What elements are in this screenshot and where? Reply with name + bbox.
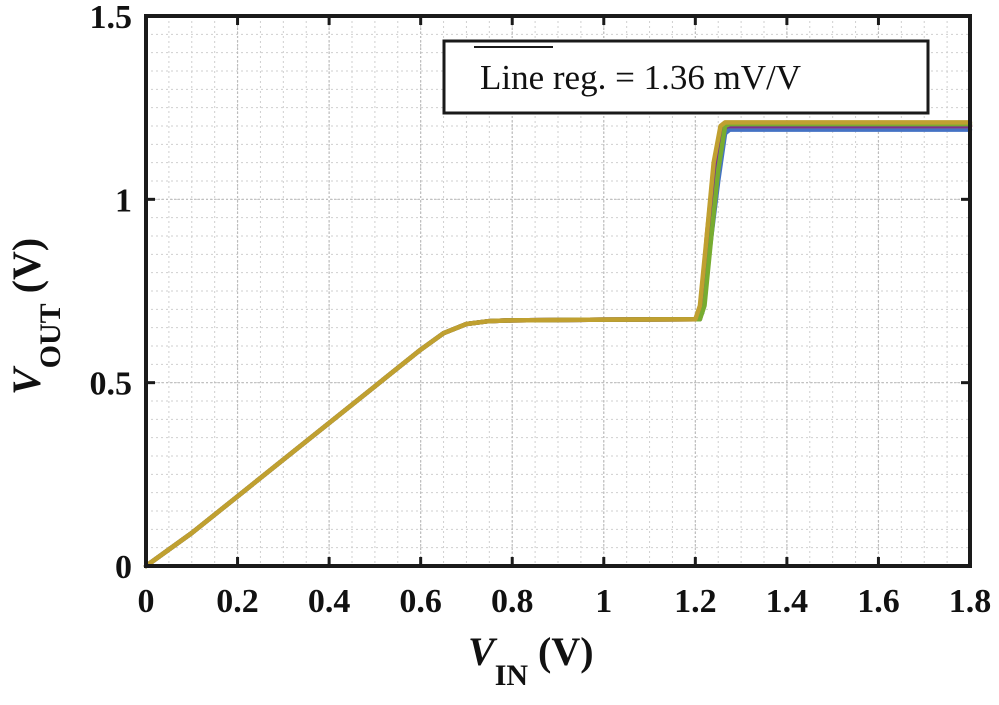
x-tick-label: 0.4 — [308, 583, 351, 620]
plot-area-frame — [144, 14, 972, 568]
y-axis-ticks: 0 0.5 1 1.5 — [90, 0, 970, 586]
y-axis-label-unit: (V) — [4, 238, 49, 294]
x-axis-label-unit: (V) — [538, 629, 594, 674]
x-tick-label: 1.2 — [674, 583, 717, 620]
x-tick-label: 1.8 — [949, 583, 992, 620]
y-axis-label-main: V — [4, 365, 49, 395]
y-tick-label: 0 — [115, 549, 132, 586]
series-line-4 — [143, 121, 973, 569]
y-axis-label: VOUT (V) — [4, 238, 67, 395]
x-axis-label-sub: IN — [495, 659, 529, 692]
x-axis-label: VIN (V) — [468, 629, 594, 692]
legend-text: Line reg. = 1.36 mV/V — [480, 58, 801, 97]
x-axis-label-main: V — [468, 629, 498, 674]
x-tick-label: 1.6 — [857, 583, 900, 620]
x-tick-label: 0.8 — [491, 583, 534, 620]
y-tick-label: 1 — [115, 182, 132, 219]
y-axis-label-sub: OUT — [34, 303, 67, 368]
y-tick-label: 1.5 — [90, 0, 133, 36]
x-tick-label: 0.2 — [216, 583, 259, 620]
series-layer — [143, 120, 973, 569]
y-tick-label: 0.5 — [90, 366, 133, 403]
x-tick-label: 1.4 — [766, 583, 809, 620]
x-tick-label: 1 — [595, 583, 612, 620]
x-tick-label: 0.6 — [399, 583, 442, 620]
x-tick-label: 0 — [138, 583, 155, 620]
x-axis-ticks: 0 0.2 0.4 0.6 0.8 1 1.2 1.4 1.6 1.8 — [138, 16, 992, 620]
series-line-5 — [143, 120, 973, 569]
legend-box: Line reg. = 1.36 mV/V — [442, 39, 930, 115]
